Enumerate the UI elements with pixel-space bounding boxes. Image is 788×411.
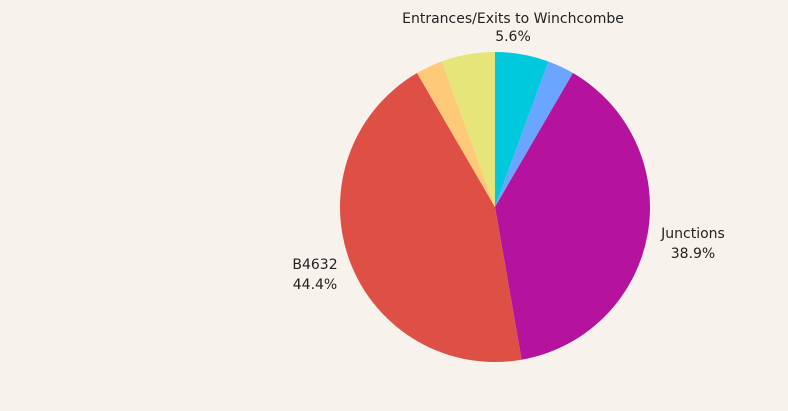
pie-slice-b4632 [339, 73, 522, 363]
slice-percent-label: 5.6% [495, 29, 531, 45]
slice-label: Entrances/Exits to Winchcombe [402, 11, 624, 27]
slice-percent-label: 38.9% [671, 246, 715, 262]
pie-labels: Entrances/Exits to Winchcombe 5.6% Junctio… [292, 11, 724, 293]
pie-slice-1 [495, 61, 573, 208]
slice-label: Junctions [660, 226, 725, 242]
pie-slice-5 [441, 52, 495, 207]
pie-slice-entrances-exits-to-winchcombe [495, 52, 549, 207]
pie-slices [339, 52, 651, 363]
pie-slice-junctions [495, 73, 651, 360]
slice-label: B4632 [292, 257, 337, 273]
pie-slice-4 [417, 61, 495, 208]
slice-percent-label: 44.4% [293, 277, 337, 293]
